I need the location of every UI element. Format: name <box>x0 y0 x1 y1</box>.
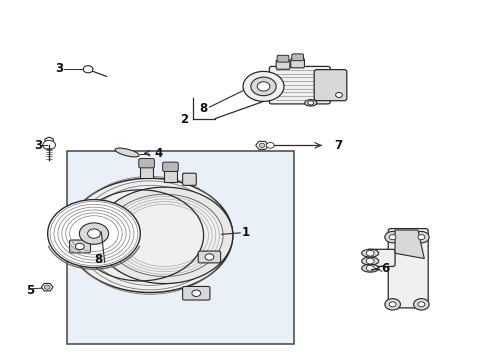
Text: 8: 8 <box>95 253 103 266</box>
Circle shape <box>414 231 429 243</box>
Circle shape <box>75 243 84 249</box>
FancyBboxPatch shape <box>163 162 178 171</box>
Circle shape <box>257 82 270 91</box>
Circle shape <box>251 77 276 96</box>
Ellipse shape <box>362 264 379 272</box>
FancyBboxPatch shape <box>70 240 91 253</box>
Polygon shape <box>395 230 424 258</box>
Text: 5: 5 <box>26 284 35 297</box>
FancyBboxPatch shape <box>314 69 347 101</box>
Circle shape <box>414 298 429 310</box>
Circle shape <box>267 143 274 148</box>
Text: 8: 8 <box>199 102 208 115</box>
FancyBboxPatch shape <box>367 249 395 266</box>
Circle shape <box>192 290 201 296</box>
Circle shape <box>418 235 425 240</box>
Circle shape <box>418 302 425 307</box>
Circle shape <box>48 200 140 267</box>
FancyBboxPatch shape <box>183 173 196 185</box>
FancyBboxPatch shape <box>291 59 304 68</box>
Text: 3: 3 <box>55 62 63 75</box>
FancyBboxPatch shape <box>198 251 220 263</box>
FancyBboxPatch shape <box>292 54 303 61</box>
Circle shape <box>389 302 396 307</box>
Ellipse shape <box>332 91 346 99</box>
Circle shape <box>336 93 343 98</box>
Circle shape <box>88 229 100 238</box>
Ellipse shape <box>115 148 139 157</box>
Text: 4: 4 <box>155 147 163 160</box>
Ellipse shape <box>362 249 379 257</box>
FancyBboxPatch shape <box>270 66 330 104</box>
Ellipse shape <box>305 100 317 106</box>
Text: 1: 1 <box>242 226 250 239</box>
FancyBboxPatch shape <box>277 55 289 62</box>
Circle shape <box>367 265 374 271</box>
Circle shape <box>259 143 265 148</box>
FancyBboxPatch shape <box>183 287 210 300</box>
Text: 3: 3 <box>34 139 42 152</box>
Ellipse shape <box>362 257 379 265</box>
Circle shape <box>205 254 214 260</box>
Text: 6: 6 <box>382 262 390 275</box>
Polygon shape <box>256 141 269 149</box>
Circle shape <box>389 235 396 240</box>
Circle shape <box>367 250 374 256</box>
Text: 7: 7 <box>335 139 343 152</box>
Polygon shape <box>41 283 53 291</box>
Circle shape <box>385 298 400 310</box>
Circle shape <box>385 231 400 243</box>
Ellipse shape <box>97 187 233 284</box>
Polygon shape <box>45 137 53 144</box>
Bar <box>164 170 177 182</box>
FancyBboxPatch shape <box>139 158 154 168</box>
Circle shape <box>83 66 93 73</box>
Circle shape <box>308 101 314 105</box>
Circle shape <box>44 285 50 289</box>
Bar <box>67 152 294 344</box>
Circle shape <box>43 140 55 150</box>
Circle shape <box>243 71 284 102</box>
Ellipse shape <box>106 194 223 276</box>
Circle shape <box>367 258 374 264</box>
Bar <box>140 166 153 178</box>
Ellipse shape <box>67 178 233 293</box>
Text: 2: 2 <box>180 113 188 126</box>
FancyBboxPatch shape <box>276 60 290 69</box>
Circle shape <box>79 223 109 244</box>
FancyBboxPatch shape <box>388 229 428 308</box>
